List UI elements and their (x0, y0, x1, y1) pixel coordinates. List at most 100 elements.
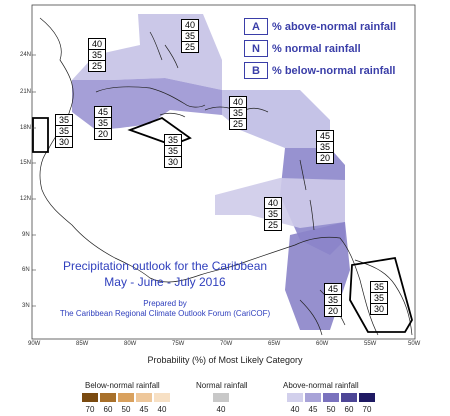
lon-label: 50W (408, 341, 421, 347)
region-honduras-outline (127, 116, 192, 146)
prob-normal: 35 (165, 146, 181, 157)
legend-label-above: % above-normal rainfall (272, 20, 397, 33)
prob-normal: 35 (182, 31, 198, 42)
lat-label: 3N (22, 303, 30, 309)
below-value: 60 (103, 405, 113, 414)
prob-box-french-guiana: 35 35 30 (370, 281, 388, 315)
scale-above-label: Above-normal rainfall (283, 381, 359, 390)
lat-label: 12N (20, 196, 32, 202)
above-value: 50 (326, 405, 336, 414)
lon-label: 75W (172, 341, 185, 347)
prob-above: 45 (325, 284, 341, 295)
prob-below: 25 (267, 220, 278, 230)
lat-label: 18N (20, 125, 32, 131)
above-swatch (359, 393, 375, 402)
above-value: 45 (308, 405, 318, 414)
prob-below: 25 (232, 119, 243, 129)
above-value: 60 (344, 405, 354, 414)
prob-normal: 35 (89, 50, 105, 61)
prob-normal: 35 (265, 209, 281, 220)
below-value: 40 (157, 405, 167, 414)
lon-label: 85W (76, 341, 89, 347)
region-belize-outline (32, 117, 49, 153)
below-swatch (136, 393, 152, 402)
prob-below: 25 (91, 61, 102, 71)
below-value: 70 (85, 405, 95, 414)
prob-below: 25 (184, 42, 195, 52)
legend-key-below: B (244, 62, 268, 79)
prob-normal: 35 (230, 108, 246, 119)
prob-above: 45 (95, 107, 111, 118)
below-swatch (118, 393, 134, 402)
prob-normal: 35 (56, 126, 72, 137)
prob-above: 45 (317, 131, 333, 142)
lon-label: 80W (124, 341, 137, 347)
prob-normal: 35 (317, 142, 333, 153)
lat-label: 6N (22, 267, 30, 273)
prob-below: 20 (97, 129, 108, 139)
lat-label: 15N (20, 160, 32, 166)
prob-above: 40 (182, 20, 198, 31)
above-swatch (305, 393, 321, 402)
prob-below: 30 (373, 304, 384, 314)
scale-normal-label: Normal rainfall (196, 381, 248, 390)
prob-box-honduras: 35 35 30 (164, 134, 182, 168)
region-greater-antilles-fill (222, 90, 330, 148)
below-value: 50 (121, 405, 131, 414)
normal-value: 40 (216, 405, 226, 414)
map-subtitle: May - June - July 2016 (104, 275, 226, 289)
lat-ticks (32, 54, 36, 307)
prob-box-guyana: 45 35 20 (324, 283, 342, 317)
scale-title: Probability (%) of Most Likely Category (147, 355, 303, 365)
prepared-by-org: The Caribbean Regional Climate Outlook F… (59, 309, 271, 318)
lon-label: 70W (220, 341, 233, 347)
lat-label: 9N (22, 232, 30, 238)
above-swatch (323, 393, 339, 402)
prob-below: 30 (167, 157, 178, 167)
lon-label: 55W (364, 341, 377, 347)
prob-normal: 35 (95, 118, 111, 129)
legend-key-normal: N (244, 40, 268, 57)
prob-below: 30 (58, 137, 69, 147)
region-fguiana-outline (349, 256, 413, 333)
prob-above: 40 (230, 97, 246, 108)
prob-normal: 35 (371, 293, 387, 304)
legend-key-above: A (244, 18, 268, 35)
scale-below-label: Below-normal rainfall (85, 381, 160, 390)
lon-label: 60W (316, 341, 329, 347)
below-swatch (154, 393, 170, 402)
prob-box-belize: 35 35 30 (55, 114, 73, 148)
lon-label: 90W (28, 341, 41, 347)
prob-box-bahamas: 40 35 25 (88, 38, 106, 72)
above-swatch (341, 393, 357, 402)
lat-label: 24N (20, 52, 32, 58)
normal-swatch (213, 393, 229, 402)
prob-above: 40 (265, 198, 281, 209)
prob-below: 20 (319, 153, 330, 163)
above-value: 40 (290, 405, 300, 414)
prob-box-north-carib: 40 35 25 (181, 19, 199, 53)
legend-label-normal: % normal rainfall (272, 42, 361, 55)
prob-above: 40 (89, 39, 105, 50)
lon-label: 65W (268, 341, 281, 347)
prob-box-lesser-antilles: 45 35 20 (316, 130, 334, 164)
legend-row-normal: N % normal rainfall (244, 39, 416, 58)
below-swatch (82, 393, 98, 402)
lat-label: 21N (20, 89, 32, 95)
above-swatch (287, 393, 303, 402)
abn-legend: A % above-normal rainfall N % normal rai… (244, 17, 416, 83)
map-title: Precipitation outlook for the Caribbean (62, 259, 268, 273)
prob-normal: 35 (325, 295, 341, 306)
prepared-by: Prepared by (143, 299, 187, 308)
prob-box-greater-antilles: 40 35 25 (229, 96, 247, 130)
below-value: 45 (139, 405, 149, 414)
prob-above: 35 (371, 282, 387, 293)
prob-box-southern-carib: 40 35 25 (264, 197, 282, 231)
prob-above: 35 (56, 115, 72, 126)
legend-label-below: % below-normal rainfall (272, 64, 396, 77)
prob-below: 20 (327, 306, 338, 316)
above-value: 70 (362, 405, 372, 414)
below-swatch (100, 393, 116, 402)
legend-row-below: B % below-normal rainfall (244, 61, 416, 80)
